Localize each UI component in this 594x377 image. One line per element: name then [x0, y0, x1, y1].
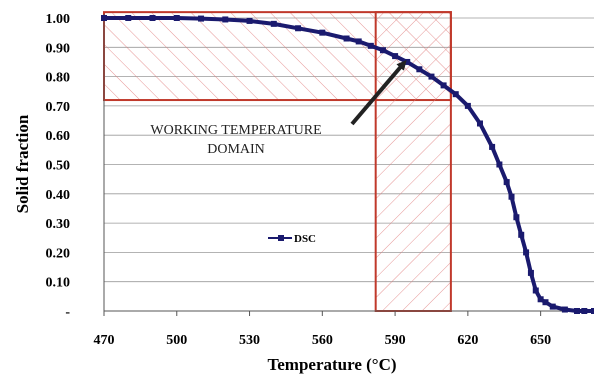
- x-axis-title: Temperature (°C): [267, 355, 396, 374]
- data-point: [392, 53, 399, 60]
- data-point: [198, 15, 205, 22]
- data-point: [527, 269, 534, 276]
- data-point: [125, 15, 132, 21]
- data-point: [476, 120, 483, 127]
- x-tick-label: 560: [312, 333, 333, 348]
- data-point: [489, 143, 496, 150]
- y-tick-label: -: [65, 305, 70, 320]
- legend-marker: [278, 235, 284, 241]
- data-point: [537, 296, 544, 303]
- annotation-line-2: DOMAIN: [207, 142, 265, 157]
- series-layer: [101, 15, 594, 314]
- x-tick-label: 620: [457, 333, 478, 348]
- y-tick-label: 1.00: [46, 12, 71, 27]
- data-point: [523, 249, 530, 256]
- axes-layer: - 0.10 0.20 0.30 0.40 0.50 0.60 0.70 0.80 0.90 1.0…: [46, 12, 594, 348]
- annotation-layer: WORKING TEMPERATURE DOMAIN: [150, 59, 407, 157]
- data-point: [542, 299, 549, 306]
- data-point: [532, 287, 539, 294]
- data-point: [173, 15, 180, 21]
- legend-box: [250, 228, 342, 248]
- y-tick-label: 0.10: [46, 276, 71, 291]
- data-point: [503, 179, 510, 186]
- data-point: [513, 214, 520, 221]
- annotation-line-1: WORKING TEMPERATURE: [150, 123, 321, 138]
- y-tick-label: 0.30: [46, 217, 71, 232]
- data-point: [581, 308, 588, 314]
- x-tick-label: 590: [385, 333, 406, 348]
- y-axis-title: Solid fraction: [13, 114, 32, 213]
- y-tick-label: 0.50: [46, 159, 71, 174]
- y-tick-label: 0.70: [46, 100, 71, 115]
- data-point: [149, 15, 156, 21]
- data-point: [404, 58, 411, 65]
- data-point: [222, 16, 229, 23]
- y-tick-label: 0.90: [46, 41, 71, 56]
- data-point: [246, 17, 253, 24]
- x-tick-label: 530: [239, 333, 260, 348]
- data-point: [319, 29, 326, 36]
- data-point: [452, 91, 459, 98]
- y-tick-label: 0.40: [46, 188, 71, 203]
- data-point: [508, 193, 515, 200]
- y-tick-label: 0.80: [46, 71, 71, 86]
- legend-label: DSC: [294, 233, 316, 245]
- annotation-arrow: [350, 59, 407, 126]
- x-tick-label: 500: [166, 333, 187, 348]
- data-point: [343, 35, 350, 42]
- y-tick-label: 0.20: [46, 246, 71, 261]
- legend: DSC: [250, 228, 342, 248]
- data-point: [379, 47, 386, 54]
- data-point: [518, 231, 525, 238]
- data-point: [428, 73, 435, 80]
- data-point: [574, 308, 581, 314]
- data-point: [416, 66, 423, 73]
- titles-layer: Temperature (°C) Solid fraction: [13, 114, 397, 374]
- data-point: [367, 42, 374, 49]
- x-tick-label: 650: [530, 333, 551, 348]
- data-point: [270, 20, 277, 27]
- x-tick-label: 470: [94, 333, 115, 348]
- data-point: [295, 25, 302, 32]
- data-point: [496, 161, 503, 168]
- data-point: [549, 303, 556, 310]
- region-temperature-band: [374, 11, 452, 312]
- data-point: [440, 82, 447, 89]
- data-point: [355, 38, 362, 45]
- y-tick-label: 0.60: [46, 129, 71, 144]
- data-point: [561, 306, 568, 313]
- data-point: [464, 102, 471, 109]
- data-point: [591, 308, 594, 314]
- data-point: [101, 15, 107, 21]
